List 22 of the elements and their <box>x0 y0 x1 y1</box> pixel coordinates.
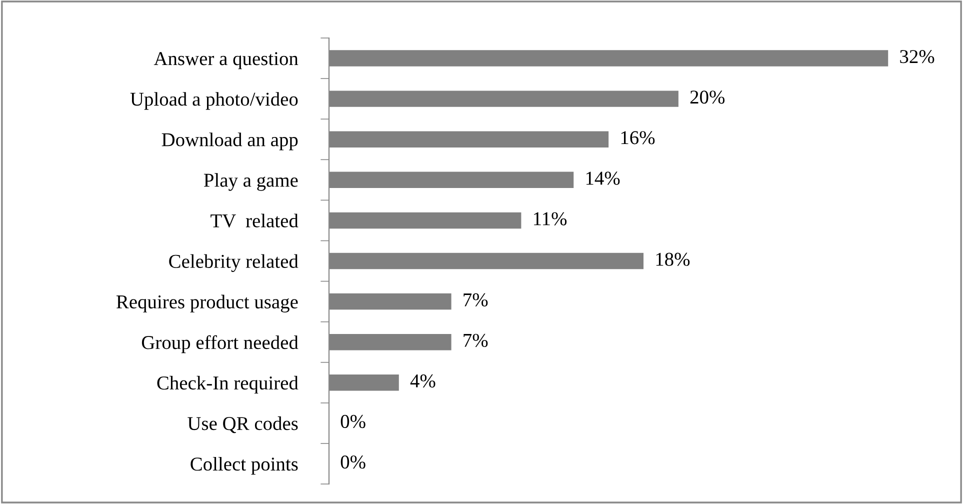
data-label: 20% <box>690 90 725 104</box>
data-label: 7% <box>464 293 488 306</box>
y-tick-label: Upload a photo/video <box>130 92 298 110</box>
data-label: 4% <box>410 374 436 388</box>
y-tick-label: Download an app <box>162 132 298 150</box>
y-tick-label: Use QR codes <box>188 416 298 434</box>
data-label: 11% <box>534 212 567 226</box>
data-label: 16% <box>621 131 655 144</box>
data-label: 0% <box>340 414 366 428</box>
data-label: 0% <box>340 455 366 469</box>
y-tick-label: Answer a question <box>154 52 298 70</box>
y-tick-label: Play a game <box>204 173 298 191</box>
data-label: 7% <box>464 334 488 348</box>
data-label: 18% <box>656 252 690 266</box>
y-tick-label: Celebrity related <box>169 254 298 272</box>
y-tick-label: TV related <box>210 214 298 228</box>
y-tick-label: Check-In required <box>157 376 298 394</box>
y-tick-label: Requires product usage <box>116 294 298 312</box>
data-label: 32% <box>900 50 934 64</box>
data-label: 14% <box>586 172 620 185</box>
y-tick-label: Collect points <box>190 456 298 475</box>
y-tick-label: Group effort needed <box>142 335 298 354</box>
